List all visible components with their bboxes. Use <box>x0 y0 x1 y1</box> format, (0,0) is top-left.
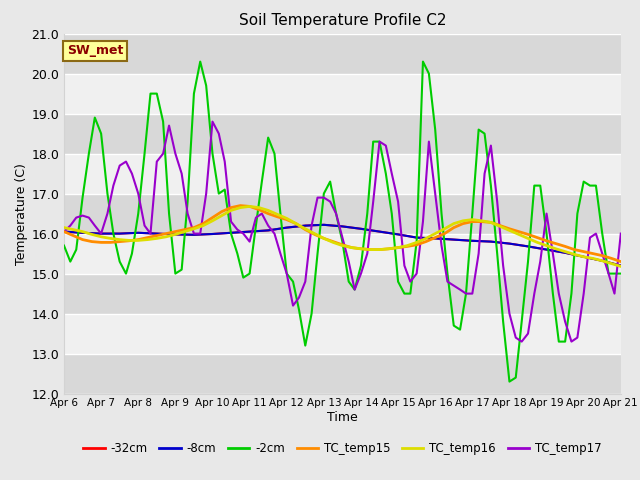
Legend: -32cm, -8cm, -2cm, TC_temp15, TC_temp16, TC_temp17: -32cm, -8cm, -2cm, TC_temp15, TC_temp16,… <box>79 437 606 460</box>
Y-axis label: Temperature (C): Temperature (C) <box>15 163 29 264</box>
Bar <box>64 313 621 354</box>
Title: Soil Temperature Profile C2: Soil Temperature Profile C2 <box>239 13 446 28</box>
Text: SW_met: SW_met <box>67 44 123 58</box>
Bar <box>64 234 621 274</box>
Bar <box>64 73 621 114</box>
X-axis label: Time: Time <box>327 411 358 424</box>
Bar <box>64 154 621 193</box>
